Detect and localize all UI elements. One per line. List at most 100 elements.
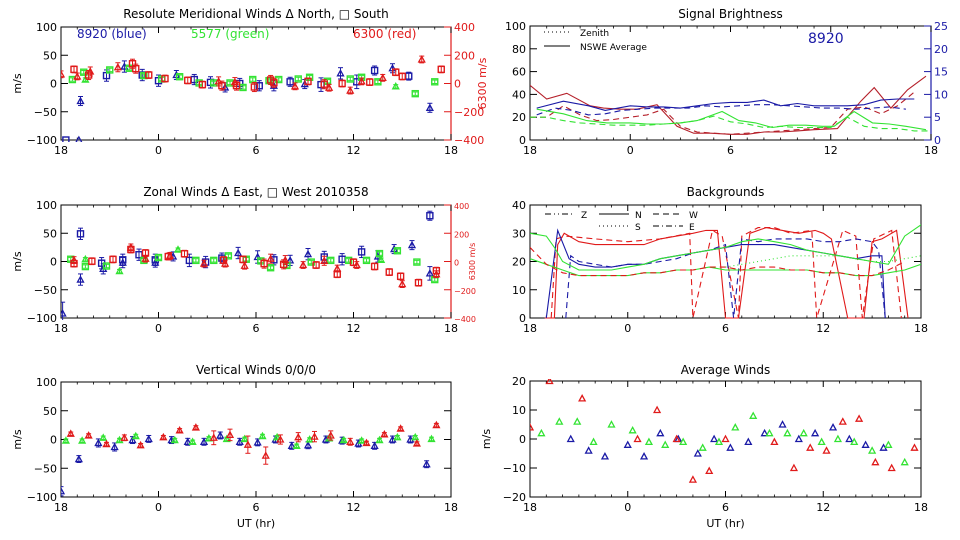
data-point — [338, 253, 346, 266]
chart-title: Signal Brightness — [678, 7, 783, 21]
data-point — [346, 437, 355, 446]
data-point — [871, 457, 880, 466]
y2-axis-label: 6300 m/s — [468, 243, 477, 281]
triangle-marker — [326, 431, 335, 439]
legend-label: S — [635, 223, 641, 233]
triangle-marker — [261, 451, 270, 459]
square-marker — [192, 256, 200, 265]
triangle-marker — [573, 417, 582, 425]
triangle-marker — [370, 441, 379, 449]
triangle-marker — [432, 269, 441, 278]
triangle-marker — [633, 434, 642, 443]
triangle-marker — [170, 435, 179, 444]
data-point — [573, 417, 582, 425]
y-axis-label: m/s — [11, 73, 24, 93]
series-5577-dotted — [725, 255, 921, 268]
data-point — [426, 210, 434, 221]
triangle-marker — [537, 428, 546, 437]
data-point — [73, 72, 82, 81]
y-tick-label: −100 — [27, 491, 57, 504]
data-point — [661, 440, 670, 448]
x-tick-label: 12 — [816, 501, 830, 514]
square-marker — [218, 81, 226, 90]
y-tick-label: −50 — [34, 106, 57, 119]
triangle-marker — [861, 440, 870, 448]
square-marker — [106, 66, 114, 74]
square-marker — [338, 79, 346, 88]
triangle-marker — [900, 457, 909, 466]
data-point — [698, 443, 707, 451]
square-marker — [140, 71, 148, 80]
triangle-marker — [76, 96, 85, 105]
series-8920-n — [545, 228, 886, 319]
triangle-marker — [118, 258, 127, 266]
data-point — [266, 264, 275, 272]
data-point — [325, 83, 334, 92]
square-marker — [270, 79, 278, 87]
y-tick-label: 0 — [519, 312, 526, 325]
data-point — [806, 443, 815, 451]
square-marker — [232, 81, 241, 90]
triangle-marker — [530, 423, 535, 431]
data-point — [357, 77, 366, 86]
triangle-marker — [833, 434, 843, 443]
data-point — [218, 80, 226, 91]
triangle-marker — [868, 446, 877, 454]
x-tick-label: 12 — [824, 144, 838, 157]
y-tick-label: 0 — [519, 433, 526, 446]
triangle-marker — [589, 437, 598, 446]
x-tick-label: 18 — [444, 144, 458, 157]
data-point — [679, 437, 688, 446]
data-point — [102, 262, 111, 270]
y-tick-label: 20 — [512, 375, 526, 388]
data-point — [352, 260, 361, 269]
data-point — [270, 77, 278, 88]
data-point — [366, 78, 374, 86]
data-point — [210, 256, 218, 265]
square-marker — [224, 252, 233, 260]
data-point — [845, 434, 854, 443]
series-6300 — [66, 420, 441, 465]
data-point — [232, 80, 241, 91]
data-point — [778, 420, 787, 428]
data-point — [693, 449, 702, 457]
data-point — [253, 438, 262, 447]
y-tick-label: 100 — [36, 376, 57, 389]
y-axis-label: m/s — [11, 429, 24, 449]
x-tick-label: 0 — [155, 501, 162, 514]
triangle-marker — [144, 434, 153, 443]
data-point — [760, 428, 769, 437]
data-point — [417, 55, 426, 64]
legend-label: Zenith — [580, 29, 609, 39]
y-tick-label: 50 — [43, 49, 57, 62]
data-point — [109, 255, 117, 264]
triangle-marker — [600, 452, 610, 460]
triangle-marker — [310, 432, 319, 440]
data-point — [412, 439, 421, 447]
triangle-marker — [432, 420, 441, 429]
triangle-marker — [407, 240, 417, 249]
square-marker — [88, 257, 96, 265]
data-point — [294, 75, 302, 83]
plot-area — [61, 420, 441, 497]
data-point — [144, 434, 153, 443]
triangle-marker — [131, 431, 140, 440]
data-point — [726, 443, 735, 451]
triangle-marker — [99, 433, 108, 441]
x-tick-label: 18 — [444, 322, 458, 335]
triangle-marker — [799, 428, 808, 437]
x-tick-label: 18 — [54, 501, 68, 514]
x-tick-label: 18 — [54, 144, 68, 157]
data-point — [165, 251, 174, 260]
triangle-marker — [336, 68, 345, 77]
triangle-marker — [115, 266, 124, 275]
triangle-marker — [378, 73, 387, 81]
data-point — [131, 431, 140, 440]
legend-label: N — [635, 211, 642, 221]
series-8920 — [566, 420, 888, 460]
data-point — [61, 436, 70, 444]
panel-zonal: Zonal Winds Δ East, □ West 2010358 18 0 6 12… — [11, 185, 477, 335]
y-tick-label: 100 — [36, 21, 57, 34]
data-point — [396, 272, 405, 281]
series-6300-n — [544, 227, 909, 319]
